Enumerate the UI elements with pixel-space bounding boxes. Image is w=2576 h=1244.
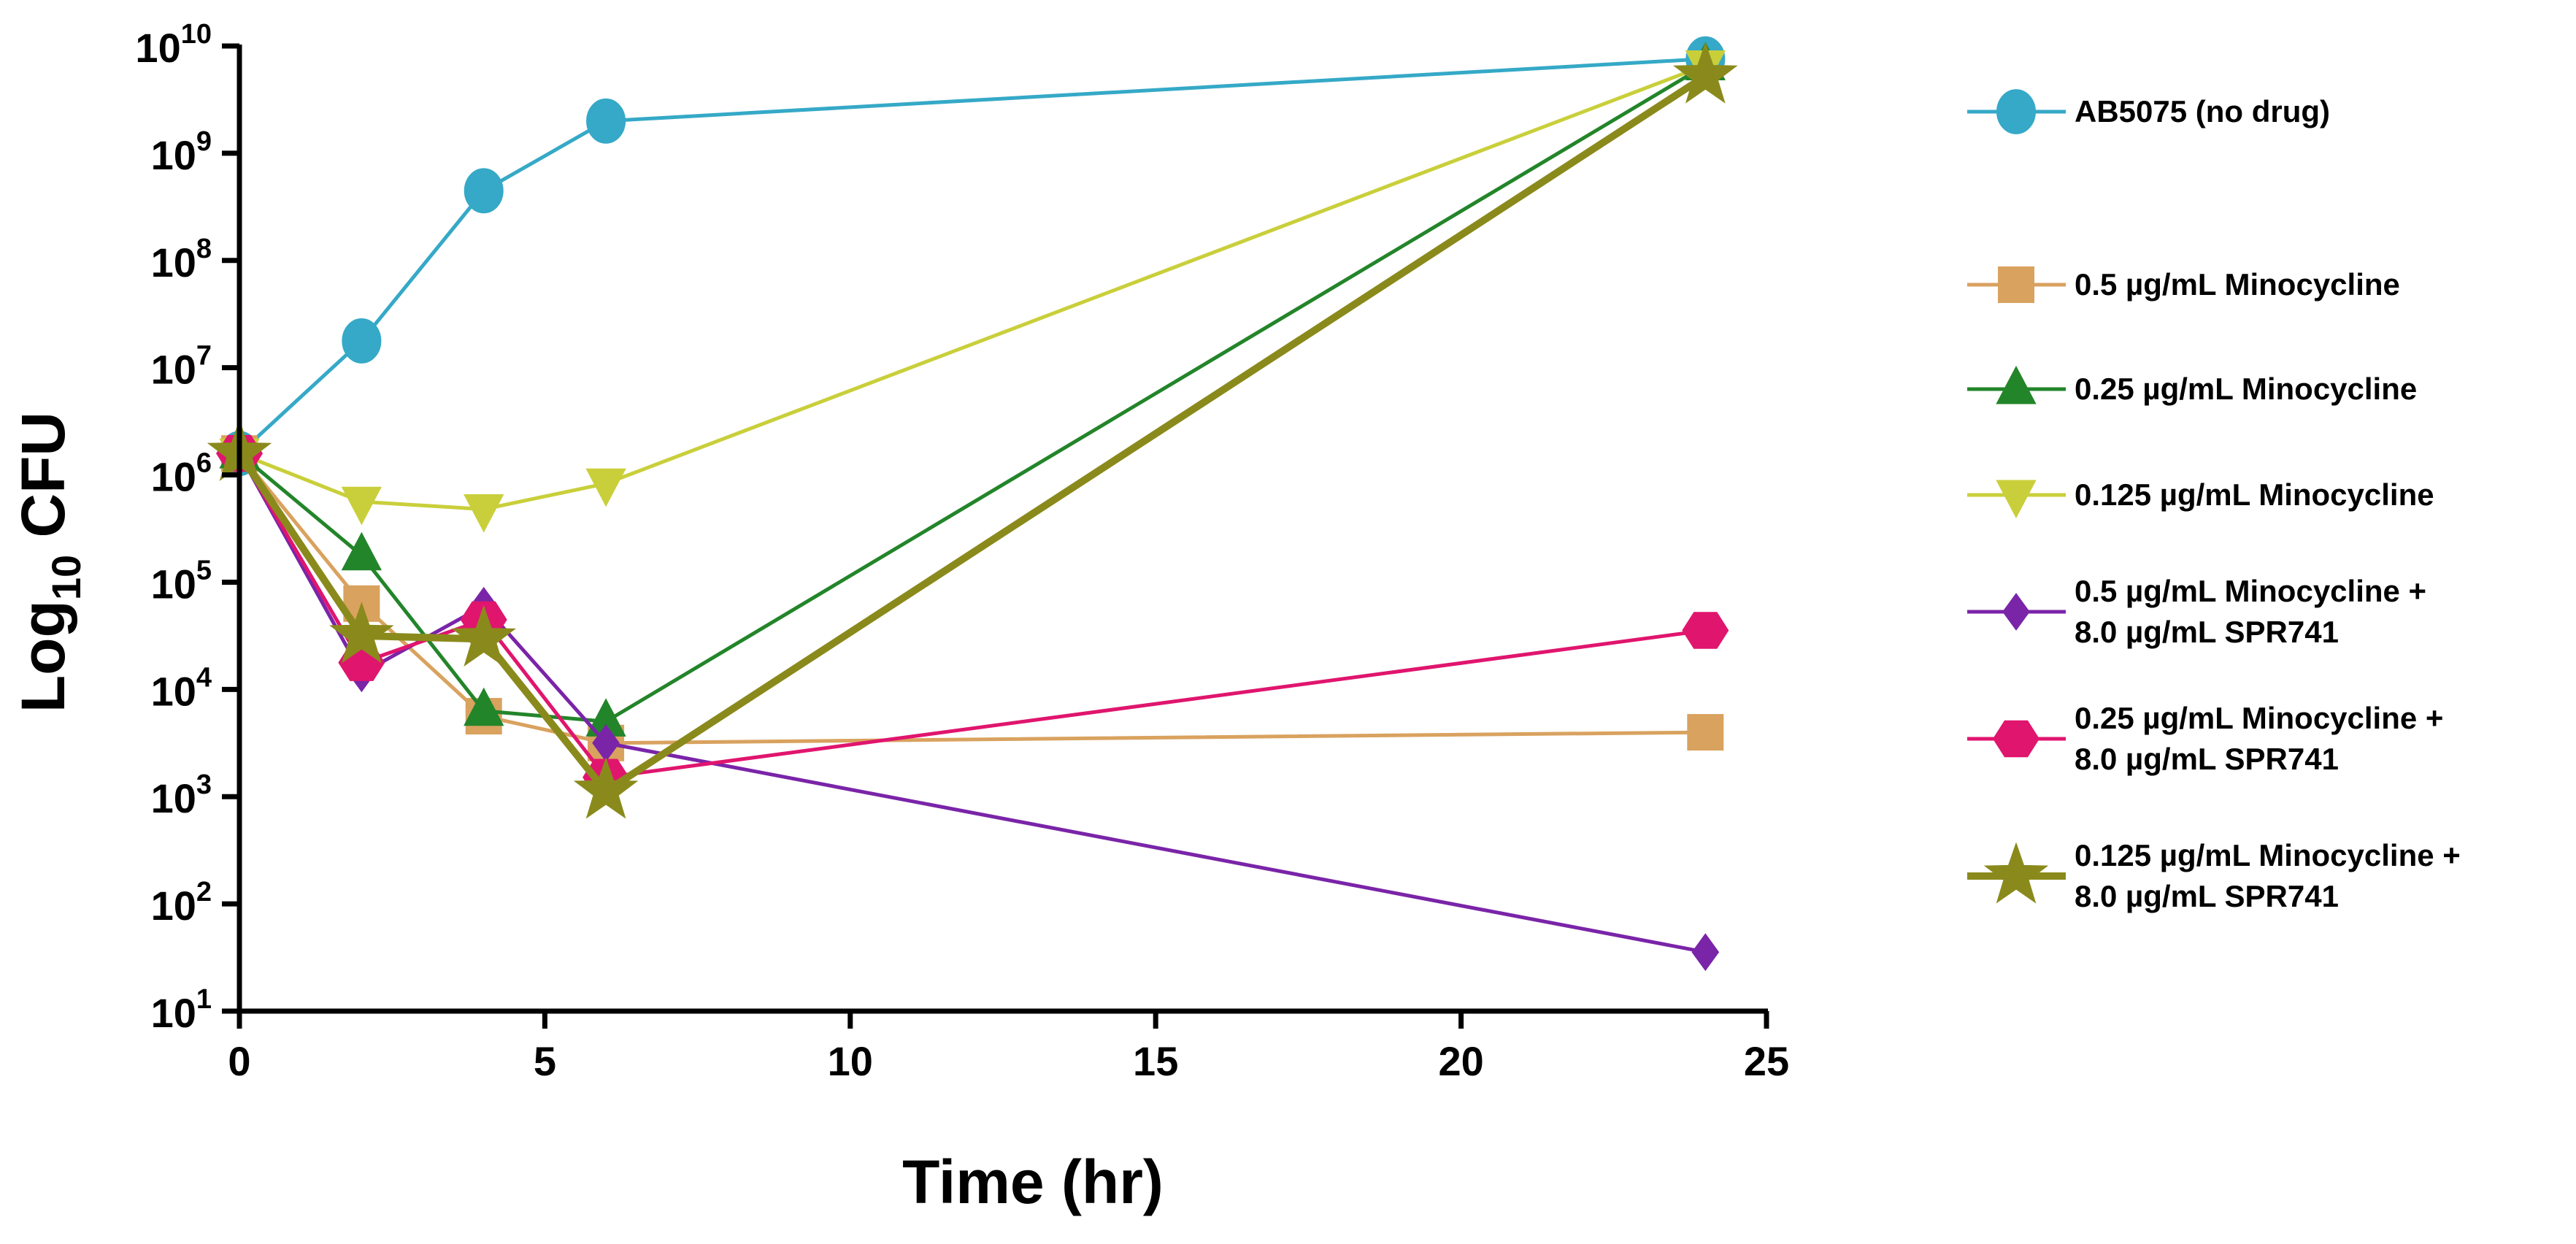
y-tick-exponent: 3	[196, 769, 212, 800]
y-tick-exponent: 1	[196, 984, 212, 1015]
data-point	[329, 602, 394, 664]
legend-item: 0.25 µg/mL Minocycline	[1967, 365, 2417, 406]
series-4	[219, 50, 1726, 533]
y-axis-title-base: Log	[9, 600, 77, 713]
legend-marker	[1993, 720, 2039, 758]
y-tick-label: 103	[151, 769, 212, 821]
y-tick-label: 102	[151, 877, 212, 929]
data-point	[1673, 42, 1738, 104]
y-tick-label: 104	[151, 662, 212, 714]
series-line	[236, 72, 1708, 795]
series-line	[237, 452, 1706, 954]
y-tick-base: 10	[151, 132, 196, 178]
legend-marker	[1996, 365, 2037, 404]
series-2	[221, 435, 1724, 761]
y-tick-exponent: 9	[196, 126, 212, 157]
y-tick-label: 108	[151, 234, 212, 285]
y-tick-base: 10	[151, 454, 196, 500]
x-tick-label: 15	[1133, 1038, 1178, 1084]
legend-label: 0.125 µg/mL Minocycline	[2075, 477, 2434, 512]
legend-item: AB5075 (no drug)	[1967, 89, 2330, 134]
x-tick-label: 25	[1744, 1038, 1789, 1084]
data-point	[1687, 714, 1724, 751]
x-tick-label: 0	[228, 1038, 250, 1084]
legend-label: 0.25 µg/mL Minocycline	[2075, 372, 2417, 406]
legend-item: 0.125 µg/mL Minocycline + 8.0 µg/mL SPR74…	[1967, 838, 2461, 913]
y-tick-base: 10	[151, 561, 196, 607]
legend-marker	[1996, 89, 2036, 134]
data-point	[585, 468, 626, 507]
series-1	[220, 36, 1726, 477]
series-line	[239, 64, 1707, 512]
y-tick-label: 105	[151, 555, 212, 607]
y-tick-base: 10	[151, 239, 196, 285]
y-tick-label: 101	[151, 984, 212, 1036]
y-tick-base: 10	[151, 775, 196, 821]
legend-label: 8.0 µg/mL SPR741	[2075, 879, 2339, 913]
data-point	[1691, 933, 1720, 972]
legend-marker	[1996, 480, 2037, 519]
data-point	[1682, 612, 1729, 649]
data-point	[341, 531, 382, 571]
y-tick-exponent: 10	[181, 19, 212, 50]
y-tick-label: 107	[151, 341, 212, 393]
data-point	[341, 486, 382, 526]
series-line	[238, 452, 1706, 745]
legend-item: 0.125 µg/mL Minocycline	[1967, 477, 2434, 519]
data-point	[464, 168, 504, 214]
x-axis-title: Time (hr)	[902, 1148, 1164, 1216]
y-tick-base: 10	[135, 25, 180, 71]
y-tick-base: 10	[151, 883, 196, 929]
data-point	[573, 757, 639, 819]
legend-label: AB5075 (no drug)	[2075, 94, 2330, 128]
x-ticks: 0 5 10 15 20 25	[228, 1011, 1789, 1084]
y-tick-exponent: 2	[196, 877, 212, 907]
series-7	[207, 42, 1738, 819]
y-axis-title: Log10 CFU	[9, 412, 89, 713]
legend-label: 8.0 µg/mL SPR741	[2075, 742, 2339, 776]
y-tick-exponent: 4	[196, 662, 212, 693]
data-point	[451, 604, 516, 667]
y-tick-label: 109	[151, 126, 212, 178]
series-5	[226, 434, 1720, 972]
legend-item: 0.5 µg/mL Minocycline + 8.0 µg/mL SPR741	[1967, 574, 2426, 649]
legend-label: 0.125 µg/mL Minocycline +	[2075, 838, 2461, 872]
x-tick-label: 5	[534, 1038, 556, 1084]
data-point	[342, 318, 382, 364]
series-line	[238, 64, 1707, 723]
legend-marker	[2002, 593, 2030, 631]
series-line	[238, 57, 1706, 456]
data-point	[586, 98, 626, 144]
legend-item: 0.5 µg/mL Minocycline	[1967, 266, 2400, 303]
x-tick-label: 10	[828, 1038, 873, 1084]
y-tick-exponent: 8	[196, 234, 212, 264]
axes: 0 5 10 15 20 25 10110210310410510610710810910…	[135, 19, 1789, 1084]
y-axis-title-rest: CFU	[9, 412, 77, 555]
y-tick-exponent: 5	[196, 555, 212, 585]
legend: AB5075 (no drug) 0.5 µg/mL Minocycline 0.2…	[1967, 89, 2461, 913]
legend-marker	[1998, 266, 2034, 303]
legend-label: 0.5 µg/mL Minocycline +	[2075, 574, 2426, 608]
legend-item: 0.25 µg/mL Minocycline + 8.0 µg/mL SPR741	[1967, 701, 2443, 776]
legend-label: 8.0 µg/mL SPR741	[2075, 615, 2339, 649]
data-point	[464, 687, 504, 726]
y-axis-title-sub: 10	[43, 555, 89, 600]
x-tick-label: 20	[1438, 1038, 1483, 1084]
y-tick-base: 10	[151, 990, 196, 1036]
data-point	[464, 494, 504, 533]
plot-area	[207, 36, 1738, 972]
y-tick-label: 1010	[135, 19, 212, 71]
y-tick-base: 10	[151, 347, 196, 393]
y-tick-exponent: 6	[196, 448, 212, 479]
y-tick-exponent: 7	[196, 341, 212, 372]
y-tick-label: 106	[151, 448, 212, 500]
legend-label: 0.25 µg/mL Minocycline +	[2075, 701, 2443, 735]
legend-label: 0.5 µg/mL Minocycline	[2075, 267, 2400, 302]
y-tick-base: 10	[151, 668, 196, 714]
legend-marker	[1983, 842, 2049, 904]
